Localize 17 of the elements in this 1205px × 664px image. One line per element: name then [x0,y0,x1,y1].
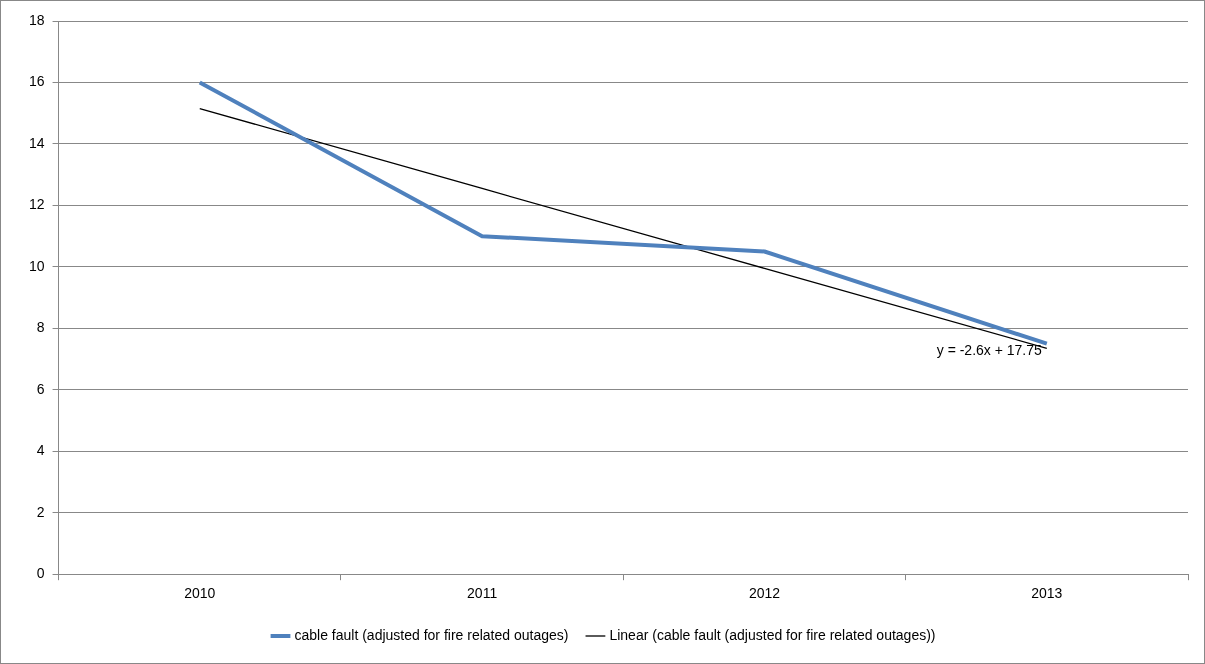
legend-label: cable fault (adjusted for fire related outages) [294,626,569,643]
y-tick-label: 14 [28,134,45,151]
x-tick-label: 2011 [467,585,498,602]
y-tick-label: 6 [36,380,45,397]
y-tick-label: 18 [28,11,45,28]
y-tick-label: 10 [28,257,45,274]
x-tick-label: 2013 [1031,585,1063,602]
y-tick-label: 0 [36,565,45,582]
y-tick-label: 12 [28,196,45,213]
x-tick-label: 2010 [184,585,216,602]
legend-label: Linear (cable fault (adjusted for fire related outages)) [609,626,936,643]
y-tick-label: 2 [36,503,45,520]
annotation: y = -2.6x + 17.75 [936,342,1043,359]
y-tick-label: 16 [28,73,45,90]
x-tick-label: 2012 [748,585,781,602]
y-tick-label: 8 [36,319,45,336]
y-tick-label: 4 [36,442,45,459]
